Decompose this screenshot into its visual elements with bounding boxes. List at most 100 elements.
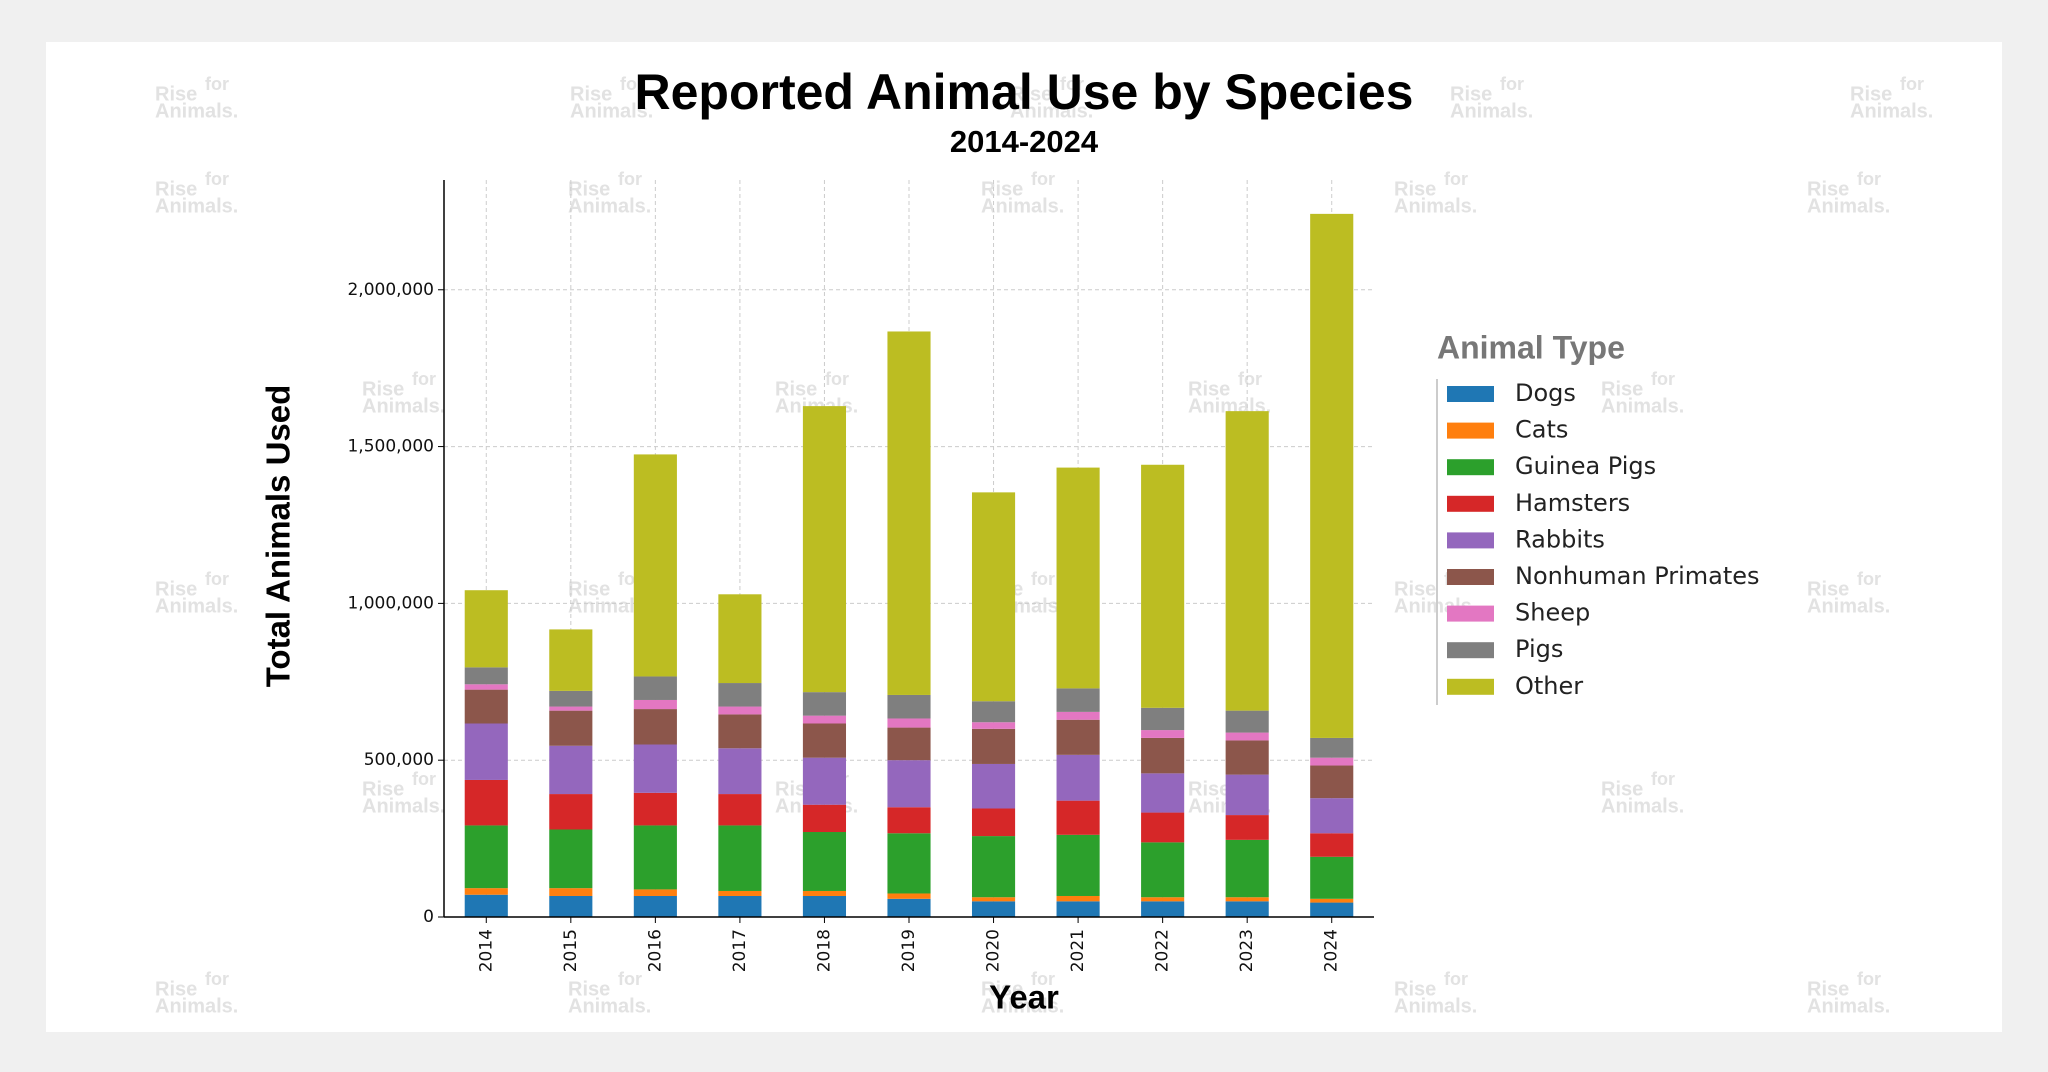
x-tick-label: 2016 <box>645 929 665 972</box>
watermark: Animals. <box>981 195 1064 217</box>
bar-segment <box>1225 901 1269 917</box>
watermark: for <box>1500 74 1524 94</box>
watermark: Rise <box>155 178 197 200</box>
bar-segment <box>633 825 677 890</box>
bar-segment <box>549 745 593 795</box>
bar-segment <box>1141 812 1185 843</box>
bar-segment <box>1225 710 1269 733</box>
bar-segment <box>971 836 1016 898</box>
watermark: Rise <box>362 378 404 400</box>
watermark: Rise <box>1394 578 1436 600</box>
watermark: Rise <box>568 578 610 600</box>
bar-segment <box>1141 464 1185 708</box>
bar-segment <box>464 590 508 668</box>
bar-segment <box>1141 901 1185 917</box>
bar-segment <box>1141 730 1185 738</box>
x-tick-label: 2019 <box>899 929 919 972</box>
bar-segment <box>464 667 508 685</box>
x-axis-label: Year <box>989 979 1059 1016</box>
watermark: Animals. <box>155 100 238 122</box>
bar-segment <box>464 825 508 889</box>
bar-segment <box>1310 213 1354 738</box>
bar-segment <box>464 723 508 780</box>
watermark: for <box>205 969 229 989</box>
bar-segment <box>971 897 1016 902</box>
bar-segment <box>1310 898 1354 903</box>
bar-segment <box>1141 897 1185 902</box>
bar-segment <box>1225 774 1269 816</box>
bar-segment <box>1141 707 1185 731</box>
bar-segment <box>549 710 593 746</box>
watermark: Animals. <box>1601 795 1684 817</box>
bar-segment <box>971 728 1016 764</box>
bar-segment <box>802 715 847 724</box>
bar-segment <box>1310 737 1354 758</box>
y-tick-label: 2,000,000 <box>347 280 434 300</box>
watermark: Animals. <box>570 100 653 122</box>
watermark: Animals. <box>981 995 1064 1017</box>
bar-segment <box>633 699 677 710</box>
watermark: for <box>205 74 229 94</box>
watermark: for <box>1857 569 1881 589</box>
watermark: Rise <box>1188 778 1230 800</box>
legend-label: Nonhuman Primates <box>1515 562 1760 590</box>
legend-title: Animal Type <box>1437 329 1625 365</box>
bar-segment <box>802 804 847 833</box>
bar-segment <box>1056 711 1100 720</box>
watermark: for <box>205 569 229 589</box>
watermark: Animals. <box>568 195 651 217</box>
watermark: Rise <box>1601 778 1643 800</box>
bar-segment <box>718 748 762 795</box>
bar-segment <box>549 888 593 896</box>
watermark: for <box>620 74 644 94</box>
bar-segment <box>971 901 1016 917</box>
bar-segment <box>887 718 931 728</box>
watermark: Animals. <box>1394 195 1477 217</box>
bar-segment <box>1056 467 1100 689</box>
y-tick-label: 500,000 <box>364 750 434 770</box>
bar-segment <box>1056 901 1100 917</box>
watermark: Rise <box>568 178 610 200</box>
bar-segment <box>1141 737 1185 774</box>
bar-segment <box>1310 765 1354 799</box>
watermark: Animals. <box>155 995 238 1017</box>
bar-segment <box>887 893 931 899</box>
legend-swatch <box>1447 422 1494 439</box>
watermark: for <box>412 769 436 789</box>
bar-segment <box>887 727 931 761</box>
y-tick-label: 0 <box>423 907 434 927</box>
bar-segment <box>718 825 762 891</box>
watermark: Rise <box>1188 378 1230 400</box>
watermark: Animals. <box>362 795 445 817</box>
bar-segment <box>464 689 508 724</box>
bar-segment <box>549 629 593 691</box>
bar-segment <box>464 894 508 917</box>
watermark: Rise <box>1450 83 1492 105</box>
bar-segment <box>1225 732 1269 741</box>
bar-segment <box>464 684 508 690</box>
bar-segment <box>633 792 677 826</box>
y-tick-label: 1,000,000 <box>347 593 434 613</box>
bar-segment <box>887 807 931 834</box>
bar-segment <box>1056 688 1100 712</box>
watermark: Rise <box>570 83 612 105</box>
legend-swatch <box>1447 605 1494 622</box>
bar-segment <box>887 898 931 917</box>
watermark: Rise <box>981 978 1023 1000</box>
watermark: for <box>618 969 642 989</box>
watermark: Animals. <box>568 995 651 1017</box>
legend-label: Other <box>1515 672 1583 700</box>
bar-segment <box>1141 773 1185 813</box>
legend-swatch <box>1447 642 1494 659</box>
x-tick-label: 2017 <box>730 929 750 972</box>
bar-segment <box>1225 740 1269 775</box>
bar-segment <box>1310 833 1354 857</box>
x-tick-label: 2021 <box>1068 929 1088 972</box>
watermark: Animals. <box>1807 595 1890 617</box>
bar-segment <box>1056 800 1100 835</box>
watermark: Animals. <box>1450 100 1533 122</box>
watermark: Animals. <box>1394 995 1477 1017</box>
chart-subtitle: 2014-2024 <box>950 124 1099 159</box>
bar-segment <box>549 895 593 917</box>
